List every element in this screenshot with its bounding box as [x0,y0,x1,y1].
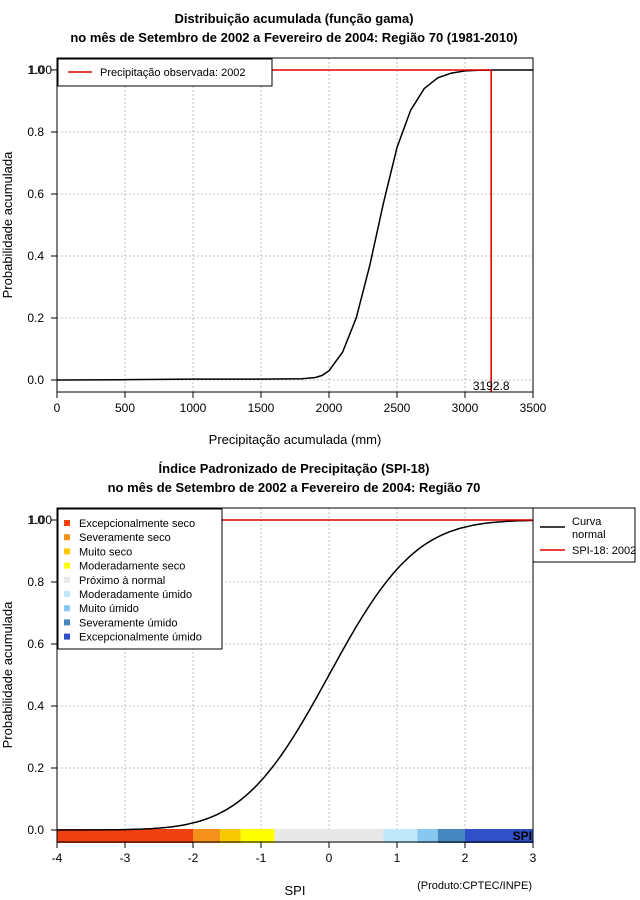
chart2-ytick-label: 0.8 [27,575,44,589]
chart2-category-legend-swatch [64,576,70,583]
chart1-gamma-cdf-line [56,69,533,381]
chart2-ytick-label: 0.6 [27,637,44,651]
chart2-category-legend-box [57,508,223,650]
chart2-category-legend-swatch [64,619,70,626]
chart1-legend-label: Precipitação observada: 2002 [100,67,246,79]
chart2-category-legend-label: Muito úmido [79,603,139,615]
chart1-gridlines [56,58,534,392]
chart2-category-band [240,829,275,843]
chart2-category-legend-label: Moderadamente úmido [79,589,192,601]
chart2-y-axis-label: Probabilidade acumulada [0,601,15,748]
chart2-xtick-label: 1 [394,851,401,865]
chart2-xtick-label: 0 [326,851,333,865]
chart2-category-legend-label: Muito seco [79,546,132,558]
chart2-ytick-label: 1.0 [27,513,44,527]
chart2-series-legend: Curva normal SPI-18: 2002 [532,507,636,563]
chart2-normal-cdf-line [57,519,534,831]
chart2-category-band [465,829,533,843]
chart2-category-legend: Excepcionalmente seco Severamente seco Mui… [57,508,223,650]
chart2-title-line2: no mês de Setembro de 2002 a Fevereiro d… [108,480,481,495]
chart2-xtick-label: 2 [462,851,469,865]
chart1-legend-box [57,58,273,87]
chart2-ytick-top-label: 1.00 [29,513,53,527]
chart2-title-line1: Índice Padronizado de Precipitação (SPI-… [159,461,430,476]
chart1-xtick-label: 2000 [316,401,343,415]
chart2-category-band [437,829,465,843]
chart1-y-axis-label: Probabilidade acumulada [0,151,15,298]
chart1-x-axis-label: Precipitação acumulada (mm) [209,432,382,447]
chart2-legend-spi-label: SPI-18: 2002 [572,545,636,557]
chart2-category-bands [57,829,533,843]
chart1-ytick-label: 0.8 [27,125,44,139]
chart1-xtick-label: 500 [115,401,135,415]
chart2-category-legend-swatch [64,605,70,612]
chart2-category-band [57,829,193,843]
chart1-plot-frame [56,57,534,393]
chart1-title-line1: Distribuição acumulada (função gama) [174,11,413,26]
chart2-spi-marker-label: SPI [513,829,532,843]
chart2-xtick-label: -2 [188,851,199,865]
chart2-ytick-label: 0.0 [27,823,44,837]
chart1-xtick-label: 3000 [452,401,479,415]
chart2-category-legend-label: Moderadamente seco [79,561,185,573]
chart1-observed-value-label: 3192.8 [473,379,510,393]
chart1-ytick-top-label: 1.00 [29,63,53,77]
chart2-category-legend-label: Excepcionalmente úmido [79,632,202,644]
chart2-ytick-label: 0.2 [27,761,44,775]
chart2-category-legend-swatch [64,633,70,640]
chart2-category-legend-label: Próximo à normal [79,575,165,587]
chart2-xtick-label: 3 [530,851,537,865]
chart2-category-legend-label: Severamente úmido [79,617,177,629]
chart1-ytick-label: 0.2 [27,311,44,325]
chart2-category-legend-swatch [64,562,70,569]
chart2-category-band [220,829,241,843]
chart1-ytick-label: 1.0 [27,63,44,77]
chart2-legend-normal-label-line1: Curva [572,516,602,528]
chart2-category-legend-swatch [64,534,70,541]
chart2-category-legend-swatch [64,591,70,597]
chart1-xtick-label: 1000 [180,401,207,415]
chart2: Índice Padronizado de Precipitação (SPI-… [0,461,636,898]
chart1-xtick-label: 0 [54,401,61,415]
chart2-plot-frame [56,507,534,843]
chart2-series-legend-box [532,507,636,563]
chart1: Distribuição acumulada (função gama) no … [0,11,547,447]
chart2-ticks: -4 -3 -2 -1 0 1 2 3 0.0 0.2 0.4 0.6 0.8 1.0 [27,513,536,865]
chart1-xtick-label: 3500 [520,401,547,415]
chart1-xtick-label: 2500 [384,401,411,415]
chart1-title-line2: no mês de Setembro de 2002 a Fevereiro d… [70,30,517,45]
chart2-category-band [274,829,384,843]
chart2-credit: (Produto:CPTEC/INPE) [417,880,532,892]
chart1-ytick-label: 0.0 [27,373,44,387]
chart2-xtick-label: -1 [256,851,267,865]
chart2-category-legend-label: Severamente seco [79,532,171,544]
chart2-ytick-label: 0.4 [27,699,44,713]
chart2-legend-normal-label-line2: normal [572,529,606,541]
chart1-ticks: 0 500 1000 1500 2000 2500 3000 3500 0.0 0.2 0.4 0.6… [27,63,546,415]
chart2-xtick-label: -3 [120,851,131,865]
chart2-category-legend-label: Excepcionalmente seco [79,518,195,530]
chart2-x-axis-label: SPI [285,883,306,898]
chart2-category-legend-swatch [64,548,70,555]
chart2-xtick-label: -4 [52,851,63,865]
chart1-xtick-label: 1500 [248,401,275,415]
chart1-ytick-label: 0.6 [27,187,44,201]
chart2-category-band [383,829,418,843]
chart1-legend: Precipitação observada: 2002 [57,58,273,87]
chart2-category-band [417,829,438,843]
chart1-ytick-label: 0.4 [27,249,44,263]
chart2-category-band [193,829,221,843]
chart2-category-legend-swatch [64,520,70,526]
